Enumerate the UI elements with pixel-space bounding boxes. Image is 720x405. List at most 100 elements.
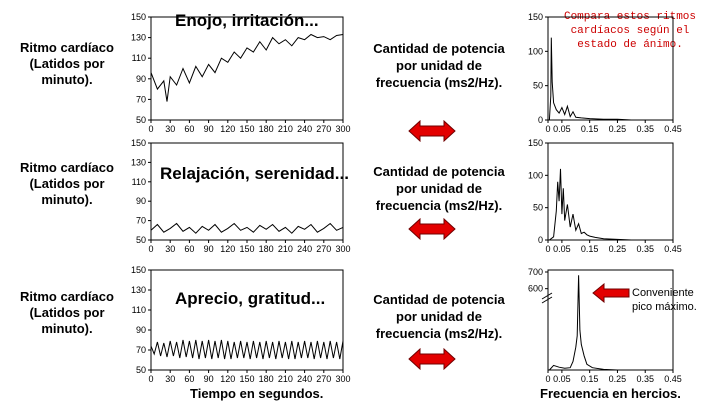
x-tick-label: 30 [165, 374, 175, 384]
heart-rate-label-2: Ritmo cardíaco (Latidos por minuto). [20, 160, 114, 207]
y-tick-label: 110 [132, 53, 146, 63]
chart-1: 0 30 60 90 120 150 180 210 240 270 300 50 70 90 110 130… [131, 11, 351, 134]
y-tick-label: 150 [131, 138, 146, 148]
x-tick-label: 0.15 [581, 124, 599, 134]
plot-frame [150, 269, 344, 371]
heart-rate-label-1: Ritmo cardíaco (Latidos por minuto). [20, 40, 114, 87]
y-tick-label: 100 [528, 46, 543, 56]
x-tick-label: 90 [204, 374, 214, 384]
x-tick-label: 0.05 [553, 374, 571, 384]
peak-arrow-icon [592, 283, 630, 303]
x-tick-label: 120 [220, 374, 235, 384]
heart-rate-label-3: Ritmo cardíaco (Latidos por minuto). [20, 289, 114, 336]
y-tick-label: 90 [136, 196, 146, 206]
x-tick-label: 90 [204, 124, 214, 134]
chart-2: 0 30 60 90 120 150 180 210 240 270 300 50 70 90 110 130… [131, 138, 351, 254]
y-tick-label: 600 [528, 284, 543, 294]
x-tick-label: 0.25 [609, 244, 627, 254]
plot-frame [547, 142, 674, 241]
y-tick-label: 50 [533, 81, 543, 91]
x-tick-label: 0.45 [664, 124, 682, 134]
chart-3: 0 30 60 90 120 150 180 210 240 270 300 50 70 90 110 130… [131, 265, 351, 384]
time-axis-title: Tiempo en segundos. [190, 386, 324, 401]
series-line [549, 168, 673, 241]
y-tick-label: 110 [132, 177, 146, 187]
x-tick-label: 0.25 [609, 124, 627, 134]
peak-note: Conveniente pico máximo. [632, 287, 697, 313]
x-tick-label: 0.45 [664, 374, 682, 384]
freq-axis-title: Frecuencia en hercios. [540, 386, 681, 401]
x-tick-label: 0.35 [636, 244, 654, 254]
x-tick-label: 180 [259, 244, 274, 254]
x-tick-label: 0 [545, 374, 550, 384]
y-tick-label: 90 [136, 74, 146, 84]
x-tick-label: 300 [335, 374, 350, 384]
y-tick-label: 90 [136, 325, 146, 335]
x-tick-label: 150 [239, 124, 254, 134]
y-tick-label: 100 [528, 170, 543, 180]
x-tick-label: 210 [278, 124, 293, 134]
x-tick-label: 180 [259, 124, 274, 134]
y-tick-label: 70 [136, 216, 146, 226]
x-tick-label: 0 [148, 244, 153, 254]
x-tick-label: 300 [335, 124, 350, 134]
x-tick-label: 210 [278, 244, 293, 254]
y-tick-label: 50 [136, 365, 146, 375]
series-line [548, 37, 673, 121]
y-tick-label: 0 [538, 115, 543, 125]
x-tick-label: 300 [335, 244, 350, 254]
y-tick-label: 150 [131, 265, 146, 275]
chart-title: Relajación, serenidad... [160, 164, 349, 183]
x-tick-label: 30 [165, 124, 175, 134]
y-tick-label: 0 [538, 235, 543, 245]
x-tick-label: 240 [297, 244, 312, 254]
y-tick-label: 700 [528, 267, 543, 277]
y-tick-label: 150 [528, 138, 543, 148]
x-tick-label: 0.15 [581, 244, 599, 254]
x-tick-label: 60 [184, 244, 194, 254]
plot-frame [547, 269, 674, 371]
x-tick-label: 0 [545, 244, 550, 254]
series-line [150, 33, 344, 102]
y-tick-label: 50 [136, 235, 146, 245]
series-line [150, 339, 344, 360]
x-tick-label: 0.45 [664, 244, 682, 254]
x-tick-label: 240 [297, 124, 312, 134]
x-tick-label: 0 [545, 124, 550, 134]
double-arrow-icon [408, 348, 456, 370]
x-tick-label: 150 [239, 244, 254, 254]
axis-break [541, 296, 553, 304]
x-tick-label: 0.05 [553, 244, 571, 254]
x-tick-label: 0 [148, 124, 153, 134]
power-label-2: Cantidad de potencia por unidad de frecu… [373, 164, 505, 213]
power-label-3: Cantidad de potencia por unidad de frecu… [373, 292, 505, 341]
x-tick-label: 0.35 [636, 374, 654, 384]
x-tick-label: 60 [184, 124, 194, 134]
y-tick-label: 150 [131, 12, 146, 22]
chart-title: Aprecio, gratitud... [175, 289, 325, 308]
plot-frame [150, 16, 344, 121]
plot-frame [547, 16, 674, 121]
y-tick-label: 130 [131, 33, 146, 43]
y-tick-label: 130 [131, 157, 146, 167]
x-tick-label: 120 [220, 244, 235, 254]
series-line [150, 222, 344, 234]
x-tick-label: 30 [165, 244, 175, 254]
x-tick-label: 90 [204, 244, 214, 254]
x-tick-label: 270 [316, 124, 331, 134]
x-tick-label: 270 [316, 374, 331, 384]
y-tick-label: 50 [136, 115, 146, 125]
y-tick-label: 70 [136, 345, 146, 355]
power-label-1: Cantidad de potencia por unidad de frecu… [373, 41, 505, 90]
y-tick-label: 70 [136, 94, 146, 104]
double-arrow-icon [408, 218, 456, 240]
y-tick-label: 50 [533, 203, 543, 213]
series-line [549, 275, 673, 371]
x-tick-label: 0 [148, 374, 153, 384]
axis-break [541, 292, 553, 300]
x-tick-label: 180 [259, 374, 274, 384]
x-tick-label: 60 [184, 374, 194, 384]
x-tick-label: 0.25 [609, 374, 627, 384]
